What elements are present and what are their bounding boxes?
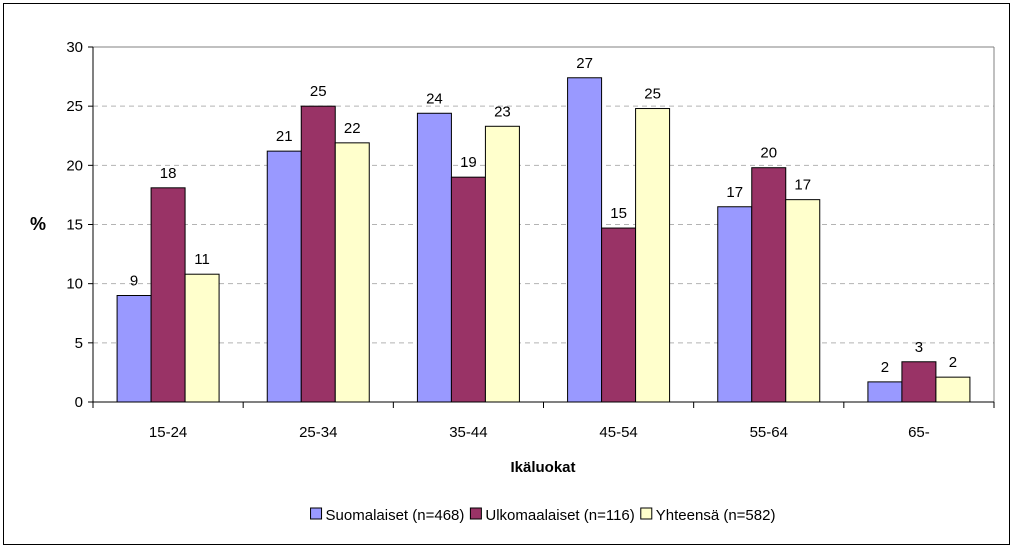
y-tick-label: 10 xyxy=(66,276,83,293)
data-label: 15 xyxy=(610,205,627,222)
bar xyxy=(785,199,821,403)
data-label: 25 xyxy=(644,86,661,103)
bar xyxy=(751,167,787,403)
bar xyxy=(416,112,452,403)
bar xyxy=(150,187,186,403)
bars xyxy=(116,77,971,403)
data-label: 21 xyxy=(276,128,293,145)
data-label: 24 xyxy=(426,90,443,107)
data-label: 25 xyxy=(310,83,327,100)
bar xyxy=(901,361,937,403)
x-tick-label: 25-34 xyxy=(299,424,337,441)
legend: Suomalaiset (n=468) Ulkomaalaiset (n=116)… xyxy=(310,507,776,524)
data-label: 9 xyxy=(130,273,138,290)
bar xyxy=(717,206,753,403)
data-label: 27 xyxy=(576,55,593,72)
data-label: 18 xyxy=(160,165,177,182)
bar xyxy=(266,150,302,403)
x-tick-label: 55-64 xyxy=(750,424,788,441)
bar xyxy=(635,108,671,403)
gridlines xyxy=(93,105,994,344)
bar xyxy=(184,273,220,403)
bar xyxy=(116,295,152,403)
y-tick-label: 0 xyxy=(75,394,83,411)
x-tick-label: 45-54 xyxy=(599,424,637,441)
y-tick-label: 15 xyxy=(66,217,83,234)
data-label: 2 xyxy=(949,354,957,371)
legend-swatch xyxy=(640,507,653,520)
y-tick-label: 25 xyxy=(66,98,83,115)
legend-label: Yhteensä (n=582) xyxy=(656,507,776,524)
x-tick-label: 15-24 xyxy=(149,424,187,441)
data-label: 17 xyxy=(726,184,743,201)
x-tick-label: 35-44 xyxy=(449,424,487,441)
bar xyxy=(601,227,637,403)
data-label: 22 xyxy=(344,120,361,137)
x-axis-label: Ikäluokat xyxy=(510,459,575,476)
legend-swatch xyxy=(310,507,323,520)
bar xyxy=(484,125,520,403)
data-label: 19 xyxy=(460,154,477,171)
data-label: 17 xyxy=(794,177,811,194)
x-tick-label: 65- xyxy=(908,424,930,441)
data-label: 20 xyxy=(760,145,777,162)
bar xyxy=(300,105,336,403)
data-label: 3 xyxy=(915,339,923,356)
bar xyxy=(567,77,603,403)
data-label: 2 xyxy=(881,359,889,376)
bar xyxy=(867,381,903,403)
legend-swatch xyxy=(469,507,482,520)
y-tick-label: 20 xyxy=(66,157,83,174)
legend-label: Ulkomaalaiset (n=116) xyxy=(485,507,634,524)
legend-label: Suomalaiset (n=468) xyxy=(326,507,465,524)
data-label: 11 xyxy=(194,251,210,268)
bar xyxy=(334,142,370,403)
bar xyxy=(450,176,486,403)
bar xyxy=(935,376,971,403)
y-tick-label: 30 xyxy=(66,39,83,56)
axes: 0 5 10 15 20 25 30 15-24 25-34 35-44 45-54 55-64 65- xyxy=(66,39,995,441)
y-axis-label: % xyxy=(30,214,46,234)
y-tick-label: 5 xyxy=(75,335,83,352)
data-label: 23 xyxy=(494,103,511,120)
